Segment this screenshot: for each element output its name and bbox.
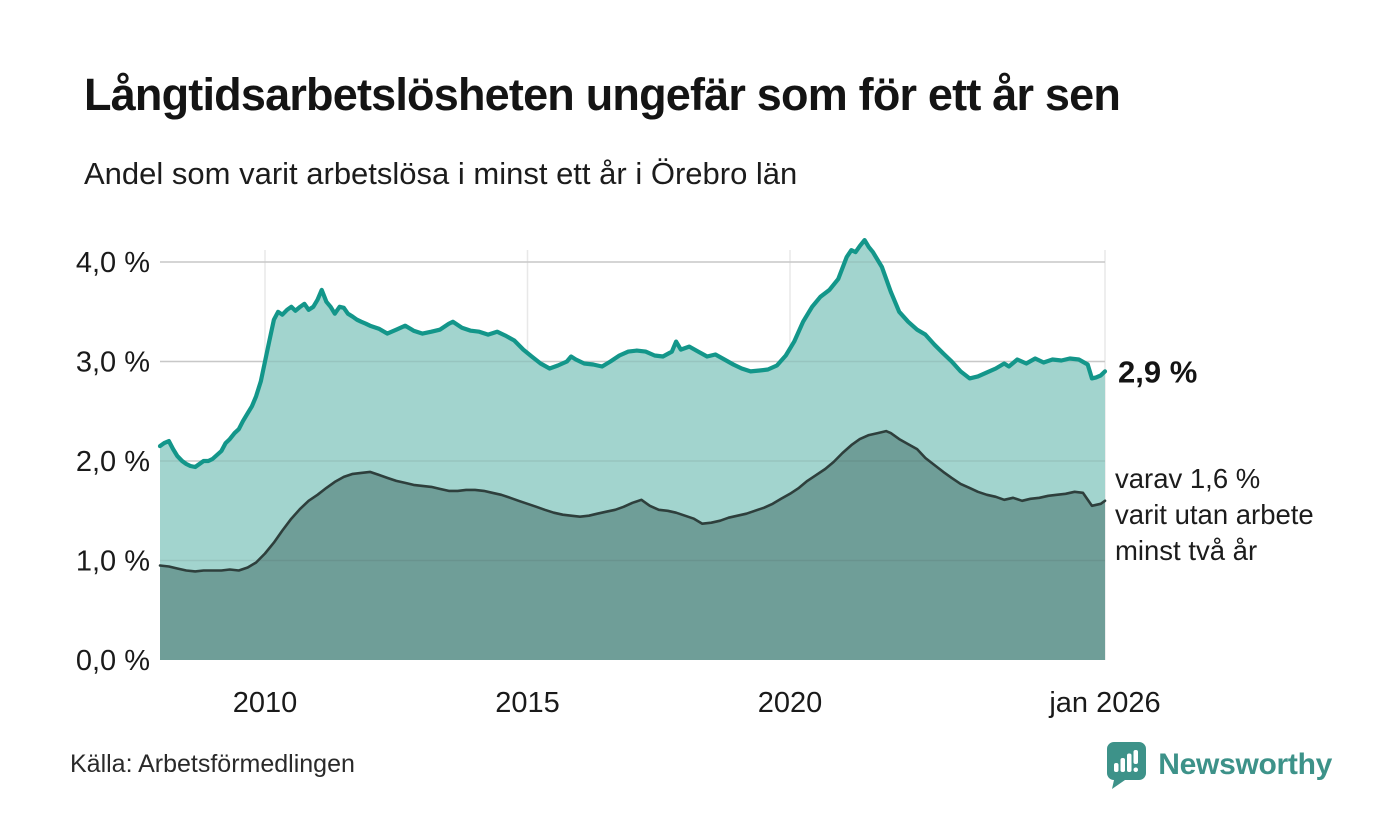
annotation-latest-total: 2,9 % xyxy=(1118,354,1197,389)
y-tick-label: 0,0 % xyxy=(76,645,150,677)
line-at-least-two-years xyxy=(158,429,1107,573)
logo-bars-exclamation xyxy=(1114,750,1139,772)
area-at-least-two-years xyxy=(160,431,1105,660)
annotation-latest-two-years-line: minst två år xyxy=(1115,535,1257,566)
x-tick-label: 2015 xyxy=(495,687,560,719)
newsworthy-brand: Newsworthy xyxy=(1102,740,1332,790)
y-tick-label: 1,0 % xyxy=(76,546,150,578)
x-tick-label: 2020 xyxy=(758,687,823,719)
y-tick-label: 4,0 % xyxy=(76,247,150,279)
newsworthy-logo-icon xyxy=(1107,742,1147,789)
annotation-latest-two-years-line: varav 1,6 % xyxy=(1115,463,1260,494)
y-tick-label: 2,0 % xyxy=(76,446,150,478)
brand-name: Newsworthy xyxy=(1158,748,1332,781)
y-tick-label: 3,0 % xyxy=(76,347,150,379)
line-at-least-one-year xyxy=(157,238,1108,470)
logo-bubble xyxy=(1107,742,1147,789)
annotation-latest-two-years-line: varit utan arbete xyxy=(1115,499,1314,530)
source-note: Källa: Arbetsförmedlingen xyxy=(70,750,355,778)
chart-subtitle: Andel som varit arbetslösa i minst ett å… xyxy=(84,156,798,191)
x-tick-label: 2010 xyxy=(233,687,298,719)
page-title: Långtidsarbetslösheten ungefär som för e… xyxy=(84,69,1121,120)
x-tick-label: jan 2026 xyxy=(1048,687,1160,719)
